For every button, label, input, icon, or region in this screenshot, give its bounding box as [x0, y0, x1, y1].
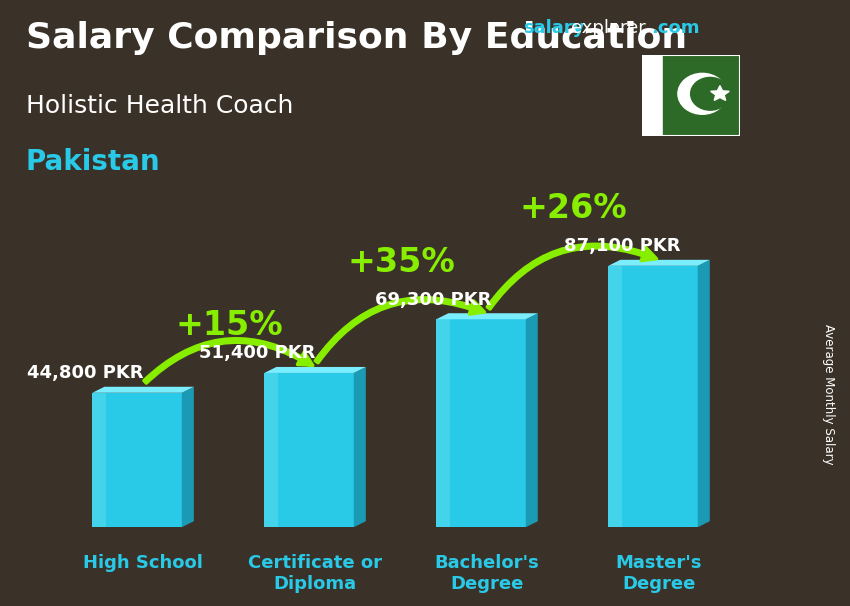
Circle shape	[678, 73, 727, 115]
Bar	[436, 319, 526, 527]
Bar	[93, 393, 105, 527]
Polygon shape	[436, 313, 538, 319]
FancyArrowPatch shape	[487, 244, 656, 309]
Text: Bachelor's
Degree: Bachelor's Degree	[434, 554, 540, 593]
Polygon shape	[711, 85, 729, 101]
Polygon shape	[526, 313, 538, 527]
Text: 69,300 PKR: 69,300 PKR	[375, 291, 491, 308]
Bar	[264, 373, 354, 527]
Text: Master's
Degree: Master's Degree	[615, 554, 702, 593]
Text: 44,800 PKR: 44,800 PKR	[27, 364, 144, 382]
FancyArrowPatch shape	[315, 298, 484, 363]
Text: +15%: +15%	[175, 310, 283, 342]
Bar	[609, 266, 621, 527]
Text: Holistic Health Coach: Holistic Health Coach	[26, 94, 293, 118]
Bar	[642, 55, 663, 136]
Text: .com: .com	[651, 19, 700, 38]
Text: +26%: +26%	[519, 192, 626, 225]
FancyArrowPatch shape	[144, 339, 313, 383]
Polygon shape	[698, 260, 710, 527]
Text: High School: High School	[83, 554, 203, 572]
Text: +35%: +35%	[347, 245, 455, 279]
Polygon shape	[609, 260, 710, 266]
Polygon shape	[354, 367, 366, 527]
Circle shape	[690, 78, 729, 110]
Text: 51,400 PKR: 51,400 PKR	[199, 344, 315, 362]
Bar	[609, 266, 698, 527]
Bar	[264, 373, 278, 527]
Bar	[436, 319, 450, 527]
Text: Average Monthly Salary: Average Monthly Salary	[822, 324, 836, 464]
Text: salary: salary	[523, 19, 584, 38]
Text: Certificate or
Diploma: Certificate or Diploma	[248, 554, 382, 593]
Text: Pakistan: Pakistan	[26, 148, 160, 176]
Polygon shape	[182, 387, 194, 527]
Bar	[93, 393, 182, 527]
Polygon shape	[264, 367, 366, 373]
Text: 87,100 PKR: 87,100 PKR	[564, 238, 680, 255]
Text: Salary Comparison By Education: Salary Comparison By Education	[26, 21, 687, 55]
Polygon shape	[93, 387, 194, 393]
Bar	[663, 55, 740, 136]
Text: explorer: explorer	[571, 19, 646, 38]
